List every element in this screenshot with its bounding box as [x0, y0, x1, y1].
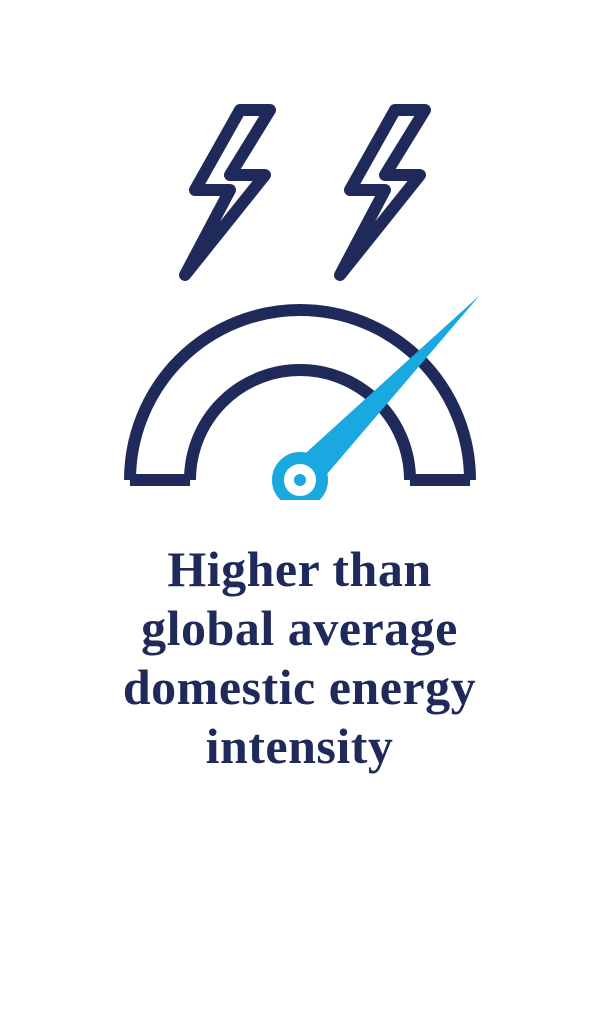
lightning-bolt-left-icon — [185, 110, 270, 275]
infographic-card: Higher thanglobal averagedomestic energy… — [0, 0, 599, 1021]
gauge-graphic — [90, 100, 510, 500]
caption-text: Higher thanglobal averagedomestic energy… — [103, 540, 496, 776]
lightning-bolt-right-icon — [340, 110, 425, 275]
gauge-svg — [90, 100, 510, 500]
